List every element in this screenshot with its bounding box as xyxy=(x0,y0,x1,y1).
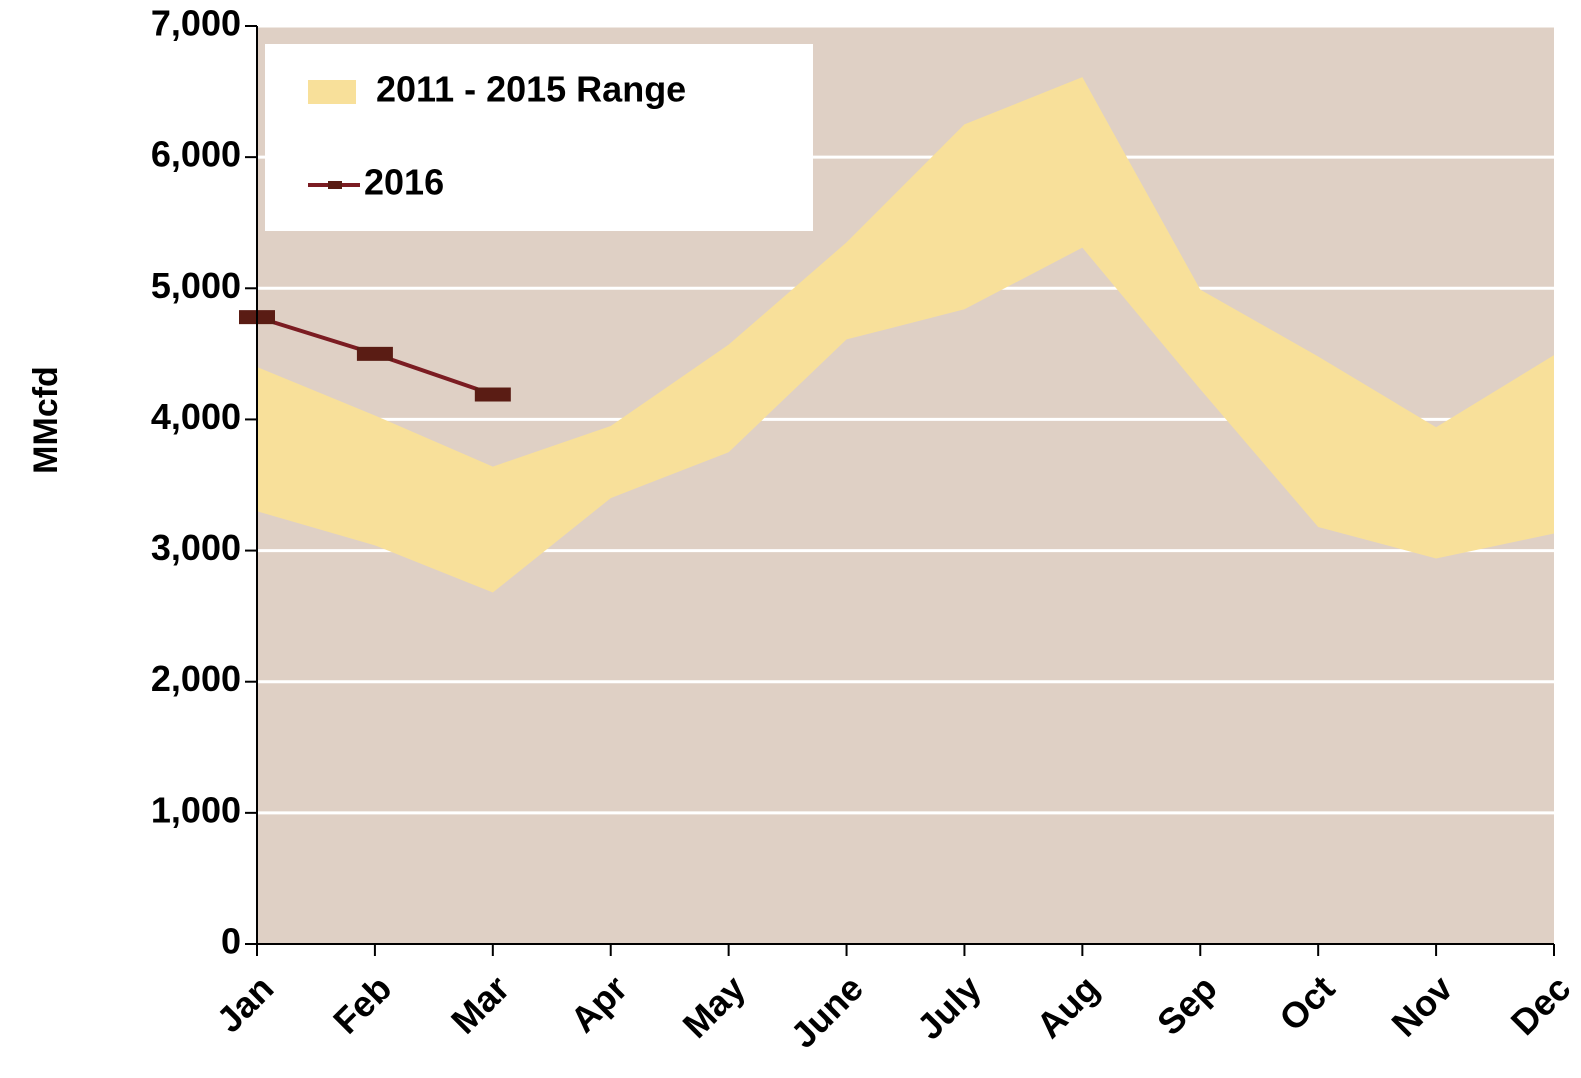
y-tick-label: 1,000 xyxy=(151,789,241,830)
legend-marker xyxy=(328,181,342,189)
legend-label: 2011 - 2015 Range xyxy=(376,69,686,110)
x-tick-label: Mar xyxy=(443,967,517,1041)
y-tick-label: 7,000 xyxy=(151,3,241,44)
y-tick-label: 5,000 xyxy=(151,265,241,306)
legend-swatch xyxy=(308,80,356,104)
y-tick-label: 2,000 xyxy=(151,658,241,699)
x-tick-label: Dec xyxy=(1503,967,1579,1043)
y-tick-label: 3,000 xyxy=(151,527,241,568)
x-tick-label: Sep xyxy=(1149,967,1225,1043)
range-band xyxy=(257,77,1554,593)
y-tick-label: 0 xyxy=(221,921,241,962)
x-tick-label: May xyxy=(675,967,754,1046)
marker xyxy=(356,346,393,361)
x-tick-label: July xyxy=(909,967,989,1047)
y-tick-label: 4,000 xyxy=(151,396,241,437)
x-tick-label: Apr xyxy=(562,967,635,1040)
y-tick-label: 6,000 xyxy=(151,134,241,175)
x-tick-label: Oct xyxy=(1271,967,1342,1038)
x-tick-label: Aug xyxy=(1028,967,1106,1045)
marker xyxy=(474,387,511,402)
x-tick-label: Feb xyxy=(325,967,399,1041)
legend-box xyxy=(265,44,813,231)
y-axis-label: MMcfd xyxy=(27,366,65,474)
x-tick-label: June xyxy=(783,967,871,1055)
legend-label: 2016 xyxy=(364,162,444,203)
x-tick-label: Jan xyxy=(209,967,282,1040)
x-tick-label: Nov xyxy=(1383,967,1460,1044)
